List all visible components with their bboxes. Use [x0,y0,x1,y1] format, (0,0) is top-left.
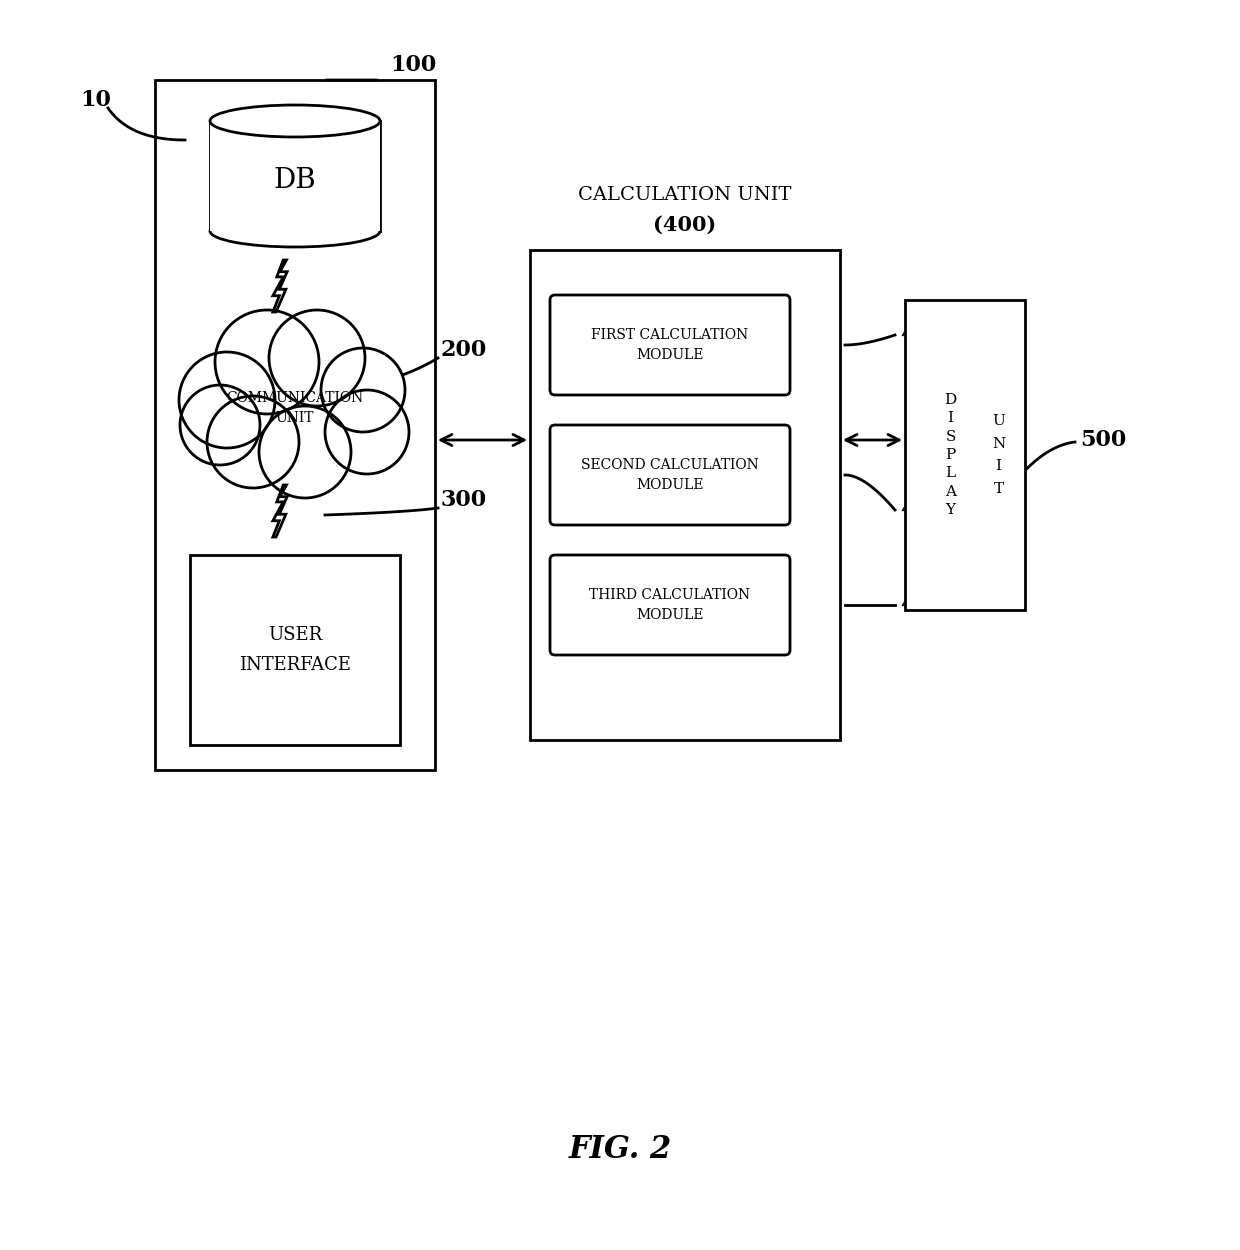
Circle shape [269,310,365,406]
Text: D
I
S
P
L
A
Y: D I S P L A Y [945,392,957,518]
Text: COMMUNICATION
UNIT: COMMUNICATION UNIT [227,391,363,425]
Text: SECOND CALCULATION
MODULE: SECOND CALCULATION MODULE [582,459,759,491]
Circle shape [180,385,260,465]
FancyBboxPatch shape [551,295,790,395]
Text: FIRST CALCULATION
MODULE: FIRST CALCULATION MODULE [591,329,749,361]
Polygon shape [273,260,288,312]
Circle shape [259,406,351,498]
Text: 420: 420 [900,501,940,519]
FancyBboxPatch shape [529,250,839,740]
Text: 200: 200 [440,339,486,361]
FancyBboxPatch shape [905,300,1025,610]
Circle shape [215,310,319,414]
Text: U
N
I
T: U N I T [992,414,1006,496]
Text: 10: 10 [81,89,110,111]
Polygon shape [273,485,288,538]
Text: CALCULATION UNIT: CALCULATION UNIT [578,186,792,204]
Circle shape [179,352,275,447]
Text: 410: 410 [900,326,941,344]
FancyBboxPatch shape [210,121,379,231]
Circle shape [207,396,299,488]
Text: 500: 500 [1080,429,1126,451]
Text: 430: 430 [900,596,941,614]
Text: (400): (400) [653,215,717,235]
Circle shape [325,390,409,474]
Text: DB: DB [274,166,316,194]
Circle shape [236,345,355,465]
Ellipse shape [210,105,379,138]
FancyBboxPatch shape [551,425,790,525]
FancyBboxPatch shape [551,555,790,655]
Ellipse shape [210,215,379,248]
Text: 300: 300 [440,489,486,511]
Text: FIG. 2: FIG. 2 [568,1135,672,1165]
Text: USER
INTERFACE: USER INTERFACE [239,626,351,674]
Text: 100: 100 [391,54,436,76]
Circle shape [321,348,405,432]
Text: THIRD CALCULATION
MODULE: THIRD CALCULATION MODULE [589,589,750,621]
FancyBboxPatch shape [190,555,401,745]
FancyBboxPatch shape [155,80,435,770]
